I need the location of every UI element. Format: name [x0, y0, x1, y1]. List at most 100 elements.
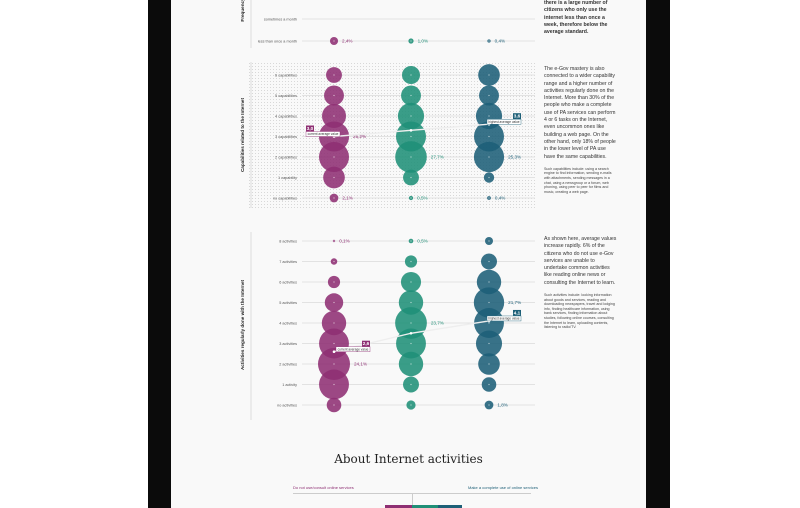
bubble-center [333, 363, 335, 365]
row-label: less than once a month [258, 40, 297, 44]
row-label: 1 capability [278, 176, 297, 180]
bubble-center [333, 156, 335, 158]
average-value: 4,1 [514, 310, 521, 315]
bubble-value-label: 27,7% [431, 155, 444, 160]
bubble-center [410, 156, 412, 158]
bubble-value-label: 1,0% [418, 39, 428, 44]
bubble-center [488, 281, 490, 283]
bubble-center [410, 322, 412, 324]
chart-2: Activities regularly done with the Inter… [240, 232, 535, 420]
average-point [409, 129, 413, 132]
bubble-center [488, 260, 490, 263]
side-text-activities: As shown here, average values increase r… [544, 236, 618, 330]
row-label: 3 capabilities [275, 135, 297, 139]
row-label: 8 activities [279, 240, 297, 244]
bubble-center [488, 301, 490, 304]
bubble-center [410, 197, 412, 199]
chart-1: Capabilities related to the Internet 6 ca… [240, 62, 536, 210]
average-value: 3,6 [514, 114, 521, 119]
bubble-center [488, 176, 490, 179]
bubble-center [333, 260, 335, 263]
bubble-value-label: 0,4% [495, 196, 505, 201]
average-caption-box [335, 346, 371, 352]
bubble-center [488, 94, 490, 97]
average-point [409, 331, 413, 335]
legend-center-line [412, 493, 413, 508]
average-badge [362, 340, 370, 347]
bubble-center [410, 363, 412, 365]
row-label: 5 activities [279, 301, 297, 305]
average-caption-box [486, 315, 522, 322]
row-label: no capabilities [273, 197, 297, 201]
bubble-center [410, 94, 412, 97]
bubble-value-label: 2,4% [342, 39, 352, 44]
average-caption: current average value [338, 347, 369, 351]
bubble-center [333, 240, 335, 242]
side-text-capabilities: The e-Gov mastery is also connected to a… [544, 66, 618, 194]
bubble-center [488, 115, 490, 117]
bubble-center [488, 404, 490, 406]
bubble-center [410, 240, 412, 242]
bubble-value-label: 0,5% [417, 239, 427, 244]
bubble-center [488, 135, 490, 138]
row-label: 6 activities [279, 281, 297, 285]
row-label: 3 activities [279, 342, 297, 346]
side-paragraph: The e-Gov mastery is also connected to a… [544, 66, 616, 160]
bubble-center [333, 74, 335, 76]
side-text-frequency: there is a large number of citizens who … [544, 0, 618, 36]
bubble-center [333, 40, 335, 42]
y-axis-label: Frequency [240, 0, 245, 22]
bubble-value-label: 0,1% [339, 239, 349, 244]
bubble-value-label: 1,8% [497, 403, 507, 408]
bubble-center [410, 40, 412, 42]
bubble-center [410, 74, 412, 76]
row-label: 2 capabilities [275, 156, 297, 160]
bubble-center [333, 383, 335, 386]
bubble-center [410, 342, 412, 345]
legend-left: Do not use/consult online services [293, 485, 354, 490]
bubble-center [488, 156, 490, 158]
bubble-center [488, 40, 490, 42]
section-title: About Internet activities [334, 452, 483, 466]
bubble-center [410, 176, 412, 179]
bubble-center [333, 115, 335, 117]
average-caption: highest average value [488, 317, 519, 321]
bubble-value-label: 0,5% [417, 196, 427, 201]
bubble-center [410, 281, 412, 283]
row-label: 5 capabilities [275, 94, 297, 98]
bubble-center [333, 322, 335, 324]
bubble-value-label: 21,7% [508, 300, 521, 305]
bubble-value-label: 25,3% [508, 155, 521, 160]
row-label: no activities [277, 404, 297, 408]
legend-right: Make a complete use of online services [468, 485, 539, 490]
bubble-center [410, 260, 412, 263]
bubble-center [488, 342, 490, 345]
row-label: 7 activities [279, 260, 297, 264]
average-caption-box [305, 131, 341, 137]
bubble-center [333, 281, 335, 283]
bubble-value-label: 24,1% [354, 362, 367, 367]
side-note: Such activities include: looking informa… [544, 293, 615, 330]
average-value: 3,0 [307, 126, 314, 131]
row-label: sometimes a month [264, 18, 297, 22]
window-frame-right [646, 0, 670, 508]
bubble-center [410, 383, 412, 386]
bubble-center [488, 383, 490, 386]
bubble-center [333, 404, 335, 406]
bubble-center [333, 94, 335, 97]
bubble-center [333, 301, 335, 304]
chart-0: Frequencyonce a weeksometimes a monthles… [240, 0, 535, 48]
average-caption: highest average value [488, 120, 519, 124]
bubble-center [488, 74, 490, 76]
average-value: 2,6 [363, 341, 370, 346]
bubble-value-label: 25,2% [353, 134, 366, 139]
average-point [332, 350, 336, 354]
side-paragraph: As shown here, average values increase r… [544, 236, 617, 286]
bubble-value-label: 23,7% [431, 321, 444, 326]
average-caption: current average value [308, 132, 339, 136]
row-label: 4 capabilities [275, 115, 297, 119]
bar-green [412, 505, 438, 508]
bubble-center [333, 342, 335, 345]
bubble-center [333, 197, 335, 199]
